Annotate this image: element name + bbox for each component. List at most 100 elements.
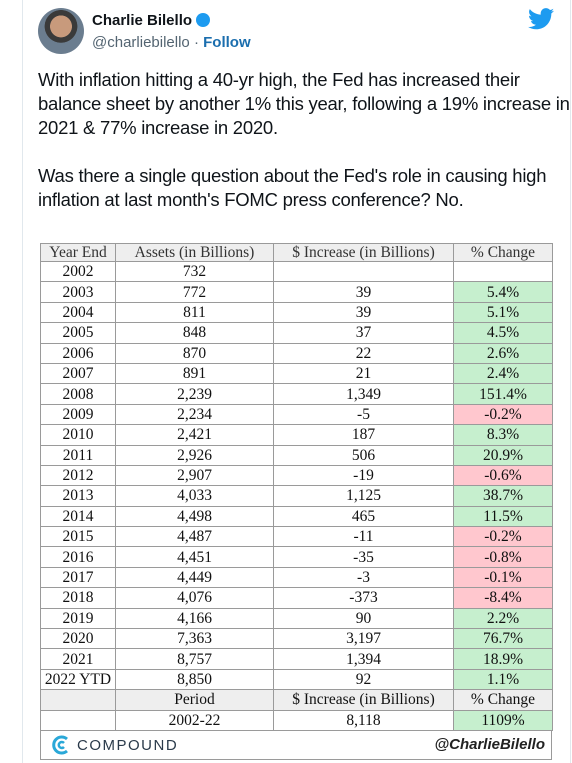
table-cell: -0.2% bbox=[453, 526, 553, 548]
header-cell: Period bbox=[115, 689, 274, 711]
table-row: 2009 2,234 -5 -0.2% bbox=[40, 403, 553, 426]
handle[interactable]: @charliebilello bbox=[92, 34, 190, 51]
author-row: Charlie Bilello bbox=[92, 12, 211, 29]
follow-button[interactable]: Follow bbox=[203, 34, 251, 51]
table-cell: 465 bbox=[273, 505, 454, 528]
summary-header-row: Period $ Increase (in Billions)% Change bbox=[40, 689, 553, 711]
brand-name: COMPOUND bbox=[77, 737, 179, 754]
table-cell: 2002-22 bbox=[115, 709, 274, 731]
table-cell: 2002 bbox=[40, 260, 116, 283]
table-cell: 4,166 bbox=[115, 607, 274, 630]
table-row: 2021 8,757 1,394 18.9% bbox=[40, 648, 553, 670]
table-cell: 4,498 bbox=[115, 505, 274, 528]
table-cell: 2.6% bbox=[453, 342, 553, 364]
header-cell: Assets (in Billions) bbox=[115, 243, 274, 262]
table-cell: 76.7% bbox=[453, 628, 553, 650]
tweet-paragraph: Was there a single question about the Fe… bbox=[38, 165, 547, 210]
table-cell: -373 bbox=[273, 587, 454, 609]
table-cell: 2006 bbox=[40, 342, 116, 364]
table-row: 2016 4,451 -35 -0.8% bbox=[40, 546, 553, 568]
table-cell: 4,451 bbox=[115, 546, 274, 568]
table-cell: 90 bbox=[273, 607, 454, 630]
table-cell: 187 bbox=[273, 424, 454, 446]
table-cell: 891 bbox=[115, 362, 274, 385]
tweet-text: With inflation hitting a 40-yr high, the… bbox=[38, 68, 572, 236]
header-cell: $ Increase (in Billions) bbox=[273, 689, 454, 711]
tweet-card bbox=[22, 0, 571, 763]
table-cell: 11.5% bbox=[453, 505, 553, 528]
table-cell bbox=[40, 709, 116, 731]
table-cell: 7,363 bbox=[115, 628, 274, 650]
data-table: Year End Assets (in Billions) $ Increase (… bbox=[40, 243, 553, 731]
header-cell: Year End bbox=[40, 243, 116, 262]
verified-badge bbox=[196, 13, 211, 27]
table-cell: 2015 bbox=[40, 526, 116, 548]
table-cell: 2007 bbox=[40, 362, 116, 385]
table-cell: 1,394 bbox=[273, 648, 454, 670]
header-row: Year End Assets (in Billions) $ Increase (… bbox=[40, 243, 553, 262]
table-cell: -0.8% bbox=[453, 546, 553, 568]
table-cell: -3 bbox=[273, 566, 454, 589]
table-cell: 22 bbox=[273, 342, 454, 364]
table-cell: 2020 bbox=[40, 628, 116, 650]
table-cell: 20.9% bbox=[453, 444, 553, 466]
table-row: 2022 YTD 8,850 92 1.1% bbox=[40, 668, 553, 691]
table-cell: 811 bbox=[115, 301, 274, 324]
table-cell: 37 bbox=[273, 322, 454, 344]
table-row: 2010 2,421 187 8.3% bbox=[40, 424, 553, 446]
table-cell: 506 bbox=[273, 444, 454, 466]
table-cell: 18.9% bbox=[453, 648, 553, 670]
table-cell: -35 bbox=[273, 546, 454, 568]
author-name[interactable]: Charlie Bilello bbox=[92, 12, 193, 29]
table-cell: 2019 bbox=[40, 607, 116, 630]
table-cell: 2,907 bbox=[115, 464, 274, 487]
table-row: 2019 4,166 90 2.2% bbox=[40, 607, 553, 630]
table-cell: 2012 bbox=[40, 464, 116, 487]
table-row: 2018 4,076 -373 -8.4% bbox=[40, 587, 553, 609]
handle-row: @charliebilello · Follow bbox=[92, 34, 251, 51]
table-cell: 4,449 bbox=[115, 566, 274, 589]
table-cell: 2.2% bbox=[453, 607, 553, 630]
table-cell: 2014 bbox=[40, 505, 116, 528]
table-cell: 2009 bbox=[40, 403, 116, 426]
table-cell: 39 bbox=[273, 301, 454, 324]
table-cell: 4.5% bbox=[453, 322, 553, 344]
table-cell: 38.7% bbox=[453, 485, 553, 507]
table-cell: 2.4% bbox=[453, 362, 553, 385]
table-cell: 8,850 bbox=[115, 668, 274, 691]
header-cell: % Change bbox=[453, 243, 553, 262]
table-row: 2011 2,926 506 20.9% bbox=[40, 444, 553, 466]
table-cell: 8.3% bbox=[453, 424, 553, 446]
table-cell: 4,033 bbox=[115, 485, 274, 507]
table-cell: 3,197 bbox=[273, 628, 454, 650]
table-cell: 4,487 bbox=[115, 526, 274, 548]
avatar[interactable] bbox=[38, 8, 84, 54]
table-row: 2020 7,363 3,197 76.7% bbox=[40, 628, 553, 650]
table-row: 2015 4,487 -11 -0.2% bbox=[40, 526, 553, 548]
table-cell: 2016 bbox=[40, 546, 116, 568]
table-cell: -19 bbox=[273, 464, 454, 487]
table-cell: 1,349 bbox=[273, 383, 454, 405]
table-cell: 2013 bbox=[40, 485, 116, 507]
twitter-logo[interactable] bbox=[528, 8, 554, 30]
table-cell: 1.1% bbox=[453, 668, 553, 691]
table-cell bbox=[273, 260, 454, 283]
table-footer: COMPOUND @CharlieBilello bbox=[40, 731, 552, 760]
table-cell: 39 bbox=[273, 281, 454, 303]
table-cell bbox=[453, 260, 553, 283]
table-cell: 2005 bbox=[40, 322, 116, 344]
table-cell: 1109% bbox=[453, 709, 553, 731]
table-cell: 4,076 bbox=[115, 587, 274, 609]
table-cell bbox=[40, 689, 116, 711]
table-cell: 8,118 bbox=[273, 709, 454, 731]
table-cell: 2010 bbox=[40, 424, 116, 446]
table-cell: 8,757 bbox=[115, 648, 274, 670]
table-cell: -11 bbox=[273, 526, 454, 548]
table-cell: -0.6% bbox=[453, 464, 553, 487]
table-cell: 2,421 bbox=[115, 424, 274, 446]
table-row: 2006 870 22 2.6% bbox=[40, 342, 553, 364]
table-cell: 848 bbox=[115, 322, 274, 344]
table-cell: 2017 bbox=[40, 566, 116, 589]
table-row: 2013 4,033 1,125 38.7% bbox=[40, 485, 553, 507]
